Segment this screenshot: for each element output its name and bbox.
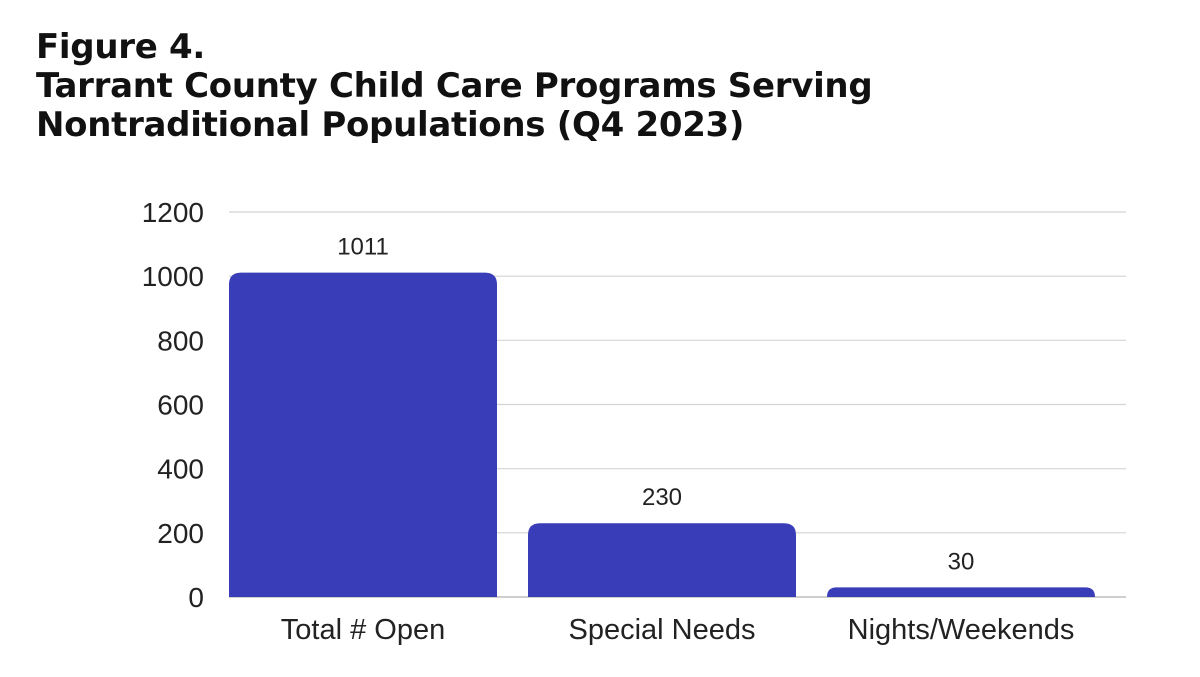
x-category-label: Nights/Weekends [848, 614, 1075, 646]
bar [528, 523, 796, 597]
figure-title: Tarrant County Child Care Programs Servi… [36, 66, 873, 145]
y-tick-label: 200 [157, 518, 204, 549]
y-tick-label: 400 [157, 454, 204, 485]
x-category-label: Special Needs [569, 614, 756, 646]
y-tick-label: 600 [157, 390, 204, 421]
data-label: 1011 [337, 234, 389, 261]
figure-heading: Figure 4. Tarrant County Child Care Prog… [36, 28, 1136, 145]
y-tick-label: 1200 [142, 197, 204, 228]
y-tick-label: 800 [157, 325, 204, 356]
y-tick-label: 1000 [142, 261, 204, 292]
y-tick-label: 0 [188, 582, 204, 613]
data-label: 30 [948, 548, 975, 575]
bar [827, 587, 1095, 597]
x-category-label: Total # Open [281, 614, 445, 646]
figure-label: Figure 4. [36, 27, 205, 67]
bar [229, 272, 497, 597]
data-label: 230 [642, 484, 682, 511]
